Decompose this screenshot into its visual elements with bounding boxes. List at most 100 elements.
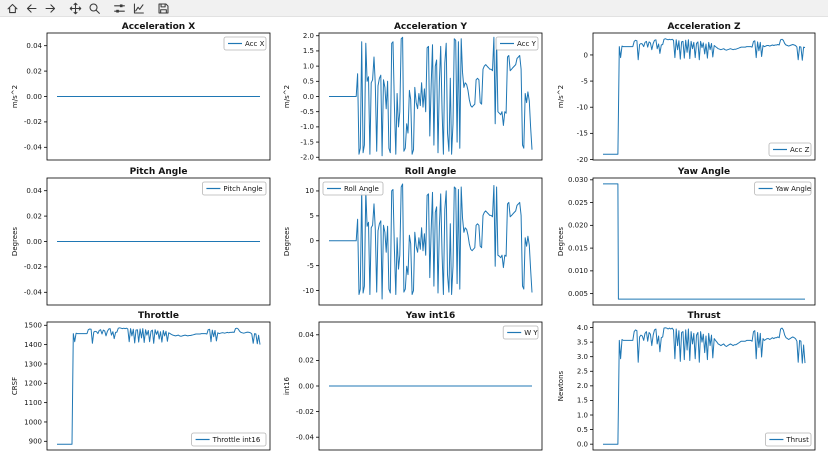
- y-tick-label: 1.0: [577, 411, 588, 419]
- legend-box: [765, 432, 812, 447]
- y-tick-label: 0.00: [26, 238, 42, 246]
- series-line-acceleration-z: [603, 38, 806, 155]
- subplot-roll-angle: Roll Angle Degrees 10 5 0 -5 -10 Roll Angle: [283, 167, 543, 306]
- legend: Throttle int16: [191, 432, 267, 447]
- y-tick-label: 1500: [24, 322, 42, 330]
- subplot-title: Yaw Angle: [677, 167, 730, 177]
- y-tick-label: -10: [303, 287, 314, 295]
- y-tick-label: 0.02: [26, 212, 42, 220]
- subplot-title: Acceleration Y: [394, 22, 468, 32]
- y-tick-label: -0.04: [24, 289, 43, 297]
- legend-box: [768, 142, 812, 157]
- subplot-thrust: Thrust Newtons 4.0 3.5 3.0 2.5 2.0 1.5 1.0 0.5 0.0…: [557, 311, 816, 451]
- configure-subplots-icon: [114, 3, 125, 13]
- subplot-title: Acceleration X: [122, 22, 196, 32]
- axes-box: [592, 32, 816, 161]
- edit-axes-button[interactable]: [130, 1, 147, 16]
- subplot-title: Roll Angle: [405, 167, 456, 177]
- back-icon: [26, 3, 37, 13]
- legend: Acc Y: [495, 36, 539, 51]
- y-tick-label: -0.04: [296, 434, 315, 442]
- y-tick-label: 1.5: [303, 47, 314, 55]
- y-tick-label: 0.0: [303, 93, 314, 101]
- y-tick-label: -1.0: [300, 123, 314, 131]
- subplot-throttle: Throttle CRSF 1500 1400 1300 1200 1100 1000 900 T…: [11, 311, 271, 451]
- legend-label: Throttle int16: [212, 436, 261, 444]
- y-tick-label: -0.02: [296, 408, 314, 416]
- save-button[interactable]: [155, 1, 172, 16]
- home-button[interactable]: [4, 1, 21, 16]
- home-icon: [7, 3, 18, 13]
- subplot-acceleration-y: Acceleration Y m/s^2 2.0 1.5 1.0 0.5 0.0 -0.5 -1…: [283, 22, 543, 162]
- legend-label: Pitch Angle: [223, 185, 262, 193]
- y-tick-label: 3.5: [577, 338, 588, 346]
- y-axis-label: Newtons: [557, 370, 565, 401]
- subplot-title: Yaw int16: [405, 311, 456, 321]
- y-tick-label: -1.5: [300, 138, 314, 146]
- forward-button[interactable]: [42, 1, 59, 16]
- y-axis-label: int16: [283, 376, 291, 395]
- y-tick-label: -0.02: [24, 263, 42, 271]
- y-tick-label: -0.5: [300, 108, 314, 116]
- y-tick-label: -0.02: [24, 118, 42, 126]
- series-line-acceleration-y: [329, 36, 533, 157]
- y-tick-label: 0.00: [298, 382, 314, 390]
- y-tick-label: 0.02: [298, 357, 314, 365]
- y-tick-label: 4.0: [577, 324, 588, 332]
- legend: Yaw Angle: [754, 181, 812, 196]
- y-tick-label: 10: [305, 187, 314, 195]
- y-axis-label: Degrees: [283, 227, 291, 256]
- axes-box: [46, 321, 271, 451]
- zoom-icon: [89, 3, 100, 14]
- y-axis-label: m/s^2: [283, 85, 291, 108]
- subplot-title: Thrust: [687, 311, 721, 321]
- y-tick-label: 1300: [24, 360, 42, 368]
- series-line-yaw-angle: [603, 183, 805, 300]
- y-tick-label: 0.005: [568, 290, 588, 298]
- y-tick-label: 5: [310, 212, 314, 220]
- back-button[interactable]: [23, 1, 40, 16]
- y-tick-label: 0.00: [26, 93, 42, 101]
- legend-label: Yaw Angle: [775, 185, 811, 193]
- subplot-title: Pitch Angle: [130, 167, 188, 177]
- legend: Thrust: [765, 432, 812, 447]
- y-axis-label: m/s^2: [557, 85, 565, 108]
- y-tick-label: 1400: [24, 341, 42, 349]
- y-tick-label: 2.0: [303, 32, 314, 40]
- series-line-thrust: [603, 327, 806, 445]
- y-tick-label: 900: [29, 438, 42, 446]
- y-tick-label: 1200: [24, 380, 42, 388]
- y-tick-label: 0.04: [26, 187, 42, 195]
- zoom-button[interactable]: [86, 1, 103, 16]
- legend-box: [322, 181, 384, 196]
- pan-icon: [69, 2, 82, 14]
- pan-button[interactable]: [67, 1, 84, 16]
- y-axis-label: CRSF: [11, 377, 19, 395]
- y-tick-label: -0.04: [24, 144, 43, 152]
- legend: Roll Angle: [322, 181, 384, 196]
- y-tick-label: 0.5: [303, 78, 314, 86]
- y-tick-label: 0.04: [298, 331, 314, 339]
- y-tick-label: 0.020: [568, 222, 588, 230]
- y-tick-label: 3.0: [577, 353, 588, 361]
- y-tick-label: 0.04: [26, 42, 42, 50]
- subplot-pitch-angle: Pitch Angle Degrees 0.04 0.02 0.00 -0.02 -0.04…: [11, 167, 271, 306]
- y-tick-label: -10: [577, 104, 588, 112]
- subplot-acceleration-z: Acceleration Z m/s^2 0 -5 -10 -15 -20 Acc Z: [557, 22, 816, 164]
- y-tick-label: 0.0: [577, 440, 588, 448]
- subplot-yaw-int16: Yaw int16 int16 0.04 0.02 0.00 -0.02 -0.04 W Y: [283, 311, 543, 451]
- legend-label: Roll Angle: [344, 185, 379, 193]
- y-axis-label: m/s^2: [11, 85, 19, 108]
- legend-box: [495, 36, 539, 51]
- legend-box: [754, 181, 812, 196]
- y-tick-label: 1.5: [577, 397, 588, 405]
- y-tick-label: -2.0: [300, 154, 314, 162]
- y-tick-label: 0.015: [568, 244, 588, 252]
- legend: Acc Z: [768, 142, 812, 157]
- y-tick-label: 0.030: [568, 176, 588, 184]
- y-axis-label: Degrees: [557, 227, 565, 256]
- configure-subplots-button[interactable]: [111, 1, 128, 16]
- legend-box: [223, 36, 267, 51]
- axes-box: [318, 177, 543, 306]
